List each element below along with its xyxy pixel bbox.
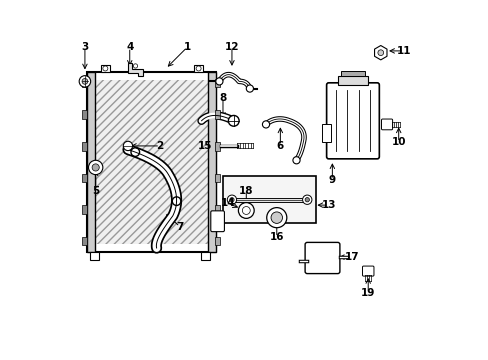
Text: 1: 1 (183, 42, 190, 52)
Bar (86, 72, 215, 252)
Circle shape (88, 160, 102, 175)
Bar (194, 64, 203, 72)
Text: 2: 2 (156, 141, 163, 151)
Circle shape (262, 121, 269, 128)
Circle shape (242, 207, 250, 215)
Circle shape (292, 157, 300, 164)
Text: 19: 19 (360, 288, 375, 298)
Circle shape (82, 78, 88, 84)
Text: 3: 3 (81, 42, 88, 52)
Circle shape (92, 164, 99, 171)
Bar (201, 252, 210, 260)
Bar (86, 72, 94, 252)
FancyBboxPatch shape (210, 211, 224, 231)
Text: 5: 5 (92, 186, 99, 196)
Bar (101, 64, 110, 72)
FancyBboxPatch shape (305, 242, 339, 274)
FancyBboxPatch shape (362, 266, 373, 276)
Circle shape (227, 195, 236, 204)
Text: 12: 12 (224, 42, 239, 52)
Text: 16: 16 (269, 232, 284, 242)
Bar (94, 80, 207, 244)
Bar (215, 142, 220, 150)
Circle shape (305, 198, 309, 202)
Circle shape (238, 203, 254, 219)
Text: 11: 11 (396, 46, 410, 56)
Circle shape (133, 64, 137, 68)
Bar (82, 111, 87, 119)
Circle shape (270, 212, 282, 224)
Text: 6: 6 (276, 141, 284, 151)
Circle shape (377, 50, 383, 55)
FancyBboxPatch shape (381, 119, 392, 130)
Bar (341, 71, 364, 76)
Bar (215, 111, 220, 119)
Circle shape (79, 76, 90, 87)
Bar (215, 174, 220, 182)
Bar (321, 125, 330, 142)
Text: 17: 17 (344, 252, 359, 262)
Circle shape (246, 85, 253, 92)
Text: 9: 9 (328, 175, 335, 185)
Bar (82, 79, 87, 87)
Circle shape (215, 78, 223, 85)
Circle shape (266, 208, 286, 228)
Bar (207, 72, 215, 252)
Bar (215, 79, 220, 87)
FancyBboxPatch shape (326, 83, 379, 159)
Bar (215, 237, 220, 245)
Circle shape (196, 66, 201, 71)
Bar (90, 252, 99, 260)
Bar (82, 205, 87, 214)
Bar (215, 205, 220, 214)
Bar (337, 76, 367, 85)
Circle shape (228, 116, 239, 126)
Text: 7: 7 (176, 222, 183, 231)
Text: 13: 13 (321, 200, 335, 210)
Text: 4: 4 (126, 42, 133, 52)
Bar (223, 176, 316, 223)
Circle shape (229, 198, 234, 202)
Text: 14: 14 (221, 198, 235, 208)
Bar (82, 237, 87, 245)
Text: 18: 18 (239, 186, 253, 196)
Polygon shape (128, 63, 142, 76)
Circle shape (102, 66, 108, 71)
Text: 15: 15 (198, 141, 212, 151)
Bar (82, 142, 87, 150)
Circle shape (302, 195, 311, 204)
Circle shape (123, 141, 132, 150)
Text: 8: 8 (219, 93, 226, 103)
Text: 10: 10 (391, 138, 405, 147)
Bar (82, 174, 87, 182)
